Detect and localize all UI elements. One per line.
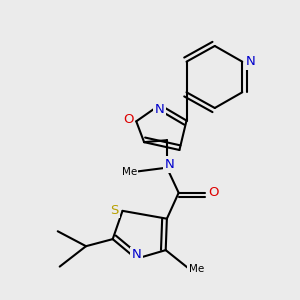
Text: Me: Me bbox=[189, 264, 204, 274]
Text: S: S bbox=[110, 204, 118, 217]
Text: O: O bbox=[208, 186, 219, 199]
Text: O: O bbox=[123, 113, 134, 126]
Text: N: N bbox=[155, 103, 165, 116]
Text: N: N bbox=[246, 55, 256, 68]
Text: N: N bbox=[131, 248, 141, 261]
Text: N: N bbox=[165, 158, 175, 171]
Text: Me: Me bbox=[122, 167, 137, 177]
